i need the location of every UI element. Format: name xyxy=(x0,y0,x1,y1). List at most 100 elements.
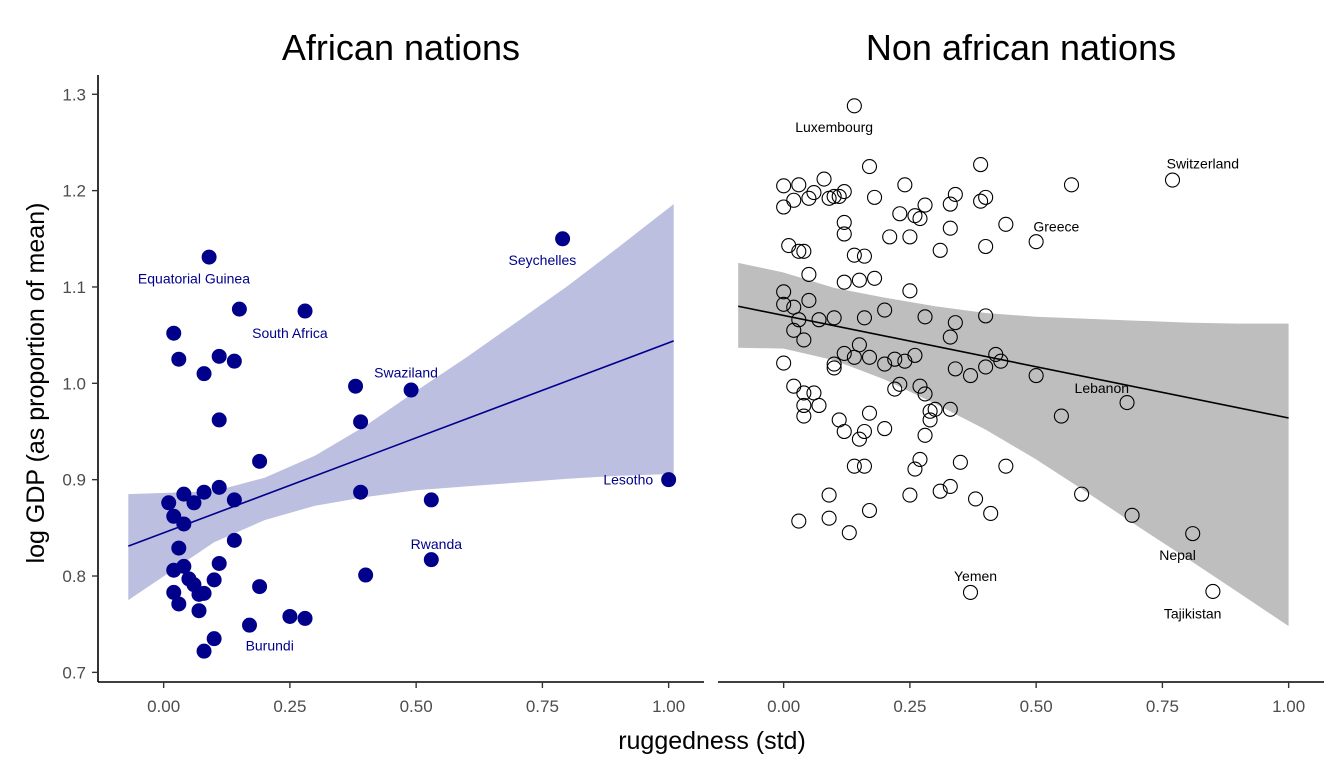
data-point xyxy=(912,451,928,467)
x-tick-label: 0.25 xyxy=(273,697,306,716)
data-point xyxy=(1053,408,1069,424)
point-label: Luxembourg xyxy=(795,119,873,135)
data-point xyxy=(912,378,928,394)
point-label: Equatorial Guinea xyxy=(138,270,250,286)
data-point xyxy=(912,211,928,227)
data-point xyxy=(171,351,187,367)
data-point xyxy=(297,303,313,319)
data-point xyxy=(942,401,958,417)
data-point xyxy=(846,349,862,365)
data-point xyxy=(836,345,852,361)
data-point xyxy=(978,359,994,375)
data-point xyxy=(922,412,938,428)
data-point xyxy=(1205,583,1221,599)
data-point xyxy=(226,492,242,508)
data-point xyxy=(196,484,212,500)
data-point xyxy=(962,368,979,384)
data-point xyxy=(353,414,369,430)
data-point xyxy=(942,196,958,212)
data-point xyxy=(962,584,979,600)
data-point xyxy=(196,643,212,659)
point-label: Burundi xyxy=(246,637,294,653)
data-point xyxy=(998,458,1014,474)
y-axis: 0.7 0.8 0.9 1.0 1.1 1.2 1.3 xyxy=(62,75,99,682)
y-tick-label: 0.7 xyxy=(62,663,86,682)
data-point xyxy=(786,322,802,338)
data-point xyxy=(882,229,898,245)
regression-line xyxy=(128,340,674,547)
data-point xyxy=(196,366,212,382)
data-point xyxy=(166,562,182,578)
data-point xyxy=(801,292,817,309)
x-tick-label: 0.50 xyxy=(1020,697,1053,716)
data-point xyxy=(861,158,878,175)
data-point xyxy=(993,353,1009,369)
y-tick-label: 1.2 xyxy=(62,182,86,201)
data-point xyxy=(856,458,873,474)
data-point xyxy=(796,408,812,424)
y-tick-label: 0.8 xyxy=(62,567,86,586)
data-point xyxy=(917,427,933,443)
point-label: Nepal xyxy=(1159,547,1196,563)
data-point xyxy=(902,487,918,503)
data-point xyxy=(776,178,792,194)
data-point xyxy=(902,283,918,299)
data-point xyxy=(206,572,222,588)
data-point xyxy=(998,216,1014,232)
data-point xyxy=(176,486,192,502)
data-point xyxy=(776,355,792,371)
panel-title-non-african: Non african nations xyxy=(866,27,1176,68)
data-point xyxy=(801,266,817,282)
data-point xyxy=(877,421,893,437)
data-point xyxy=(821,190,837,206)
data-point xyxy=(887,381,903,397)
data-point xyxy=(851,431,867,447)
y-tick-label: 1.1 xyxy=(62,278,86,297)
data-point xyxy=(282,608,298,624)
data-point xyxy=(796,243,812,259)
data-point xyxy=(846,247,862,263)
point-label: South Africa xyxy=(252,325,328,341)
data-point xyxy=(932,242,948,258)
data-point xyxy=(978,189,994,205)
data-point xyxy=(892,206,908,222)
point-label: Rwanda xyxy=(411,536,463,552)
y-tick-label: 1.3 xyxy=(62,85,86,104)
data-point xyxy=(826,310,842,326)
point-label: Greece xyxy=(1033,218,1079,234)
data-point xyxy=(836,214,852,230)
data-point xyxy=(796,385,812,401)
data-point xyxy=(796,397,812,414)
data-point xyxy=(806,184,822,201)
x-tick-label: 0.50 xyxy=(400,697,433,716)
data-point xyxy=(1164,172,1181,188)
data-point xyxy=(907,347,923,363)
regression-line xyxy=(738,305,1289,419)
x-axes: 0.00 0.25 0.50 0.75 1.00 0.00 0.25 0.50 0.75 1.00 xyxy=(98,681,1324,716)
panel-african-nations: African nations Equatorial Guinea Seychel… xyxy=(128,27,677,659)
point-label: Yemen xyxy=(954,568,997,584)
data-point xyxy=(1063,177,1080,193)
y-axis-title: log GDP (as proportion of mean) xyxy=(22,203,50,564)
data-point xyxy=(201,249,217,265)
data-point xyxy=(902,229,918,245)
data-point xyxy=(252,579,268,595)
panel-non-african-nations: Non african nations Luxembourg Switzerlan… xyxy=(738,27,1289,627)
panel-title-african: African nations xyxy=(282,27,520,68)
data-point xyxy=(171,540,187,556)
data-point xyxy=(947,315,963,331)
data-point xyxy=(1028,368,1044,384)
data-point xyxy=(892,376,908,392)
confidence-band xyxy=(128,204,674,601)
point-label: Tajikistan xyxy=(1164,606,1222,622)
data-point xyxy=(841,525,857,541)
data-point xyxy=(191,603,207,619)
data-point xyxy=(826,360,842,376)
data-point xyxy=(932,483,948,499)
data-point xyxy=(917,197,933,213)
data-point xyxy=(861,405,878,421)
x-tick-label: 0.00 xyxy=(147,697,180,716)
data-point xyxy=(877,302,893,318)
